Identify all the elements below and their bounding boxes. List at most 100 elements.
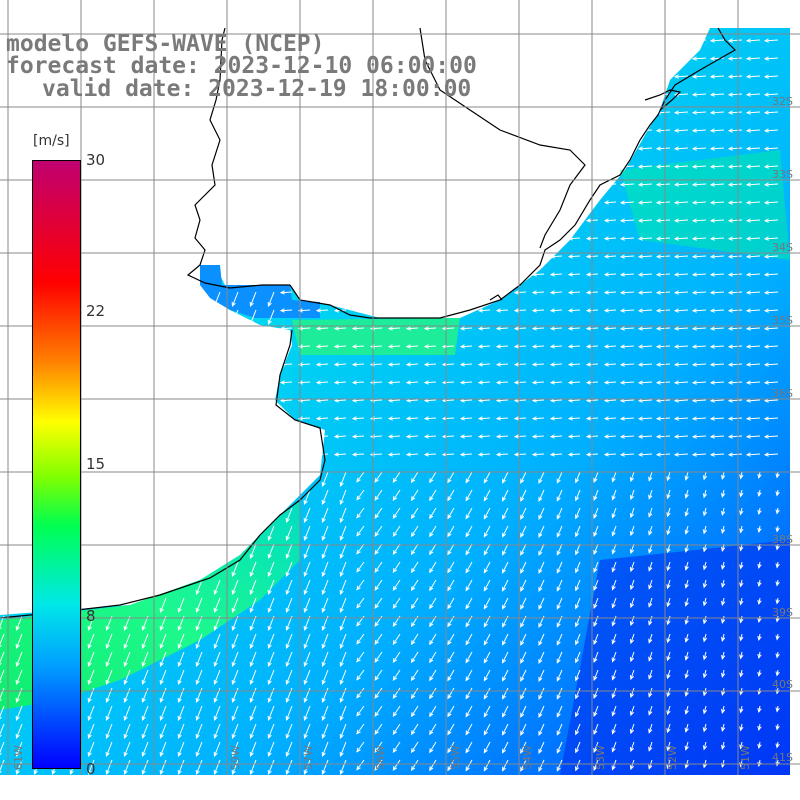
wind-arrow [745,326,761,331]
wind-arrow [465,489,473,502]
wind-arrow [502,579,509,592]
wind-arrow [637,128,653,133]
wind-arrow [392,543,401,555]
wind-arrow [763,272,779,277]
wind-arrow [709,308,725,313]
wind-arrow [285,561,293,578]
wind-arrow [321,471,329,488]
wind-arrow [556,687,563,700]
wind-arrow [721,507,726,516]
wind-arrow [727,434,743,439]
wind-arrow [757,489,762,498]
wind-arrow [549,254,563,259]
wind-arrow [429,687,437,700]
wind-arrow [392,669,401,681]
wind-arrow [285,705,293,722]
wind-arrow [159,705,167,722]
wind-arrow [655,362,671,367]
wind-arrow [0,669,5,684]
wind-arrow [666,507,671,518]
wind-arrow [721,633,726,642]
wind-arrow [303,579,311,596]
wind-arrow [763,164,779,169]
wind-arrow [231,579,239,596]
wind-arrow [702,651,708,661]
wind-arrow [709,236,725,241]
wind-arrow [15,741,23,758]
wind-arrow [655,146,671,151]
wind-arrow [763,416,779,421]
wind-arrow [611,759,617,771]
wind-arrow [429,759,437,772]
wind-arrow [483,597,491,610]
southeast-low-wind [560,540,790,775]
wind-arrow [159,669,167,686]
wind-arrow [141,741,149,758]
wind-arrow [465,507,473,520]
wind-arrow [585,218,599,223]
wind-arrow [709,92,725,97]
wind-arrow [387,434,401,439]
wind-arrow [775,507,780,515]
wind-arrow [538,471,545,484]
wind-arrow [739,741,744,750]
wind-arrow [757,561,762,570]
wind-arrow [603,308,617,313]
wind-arrow [321,543,329,560]
wind-arrow [655,128,671,133]
wind-arrow [603,362,617,367]
wind-arrow [709,74,725,79]
wind-arrow [619,344,635,349]
wind-arrow [757,669,762,678]
wind-arrow [739,561,744,570]
wind-arrow [763,308,779,313]
wind-arrow [691,434,707,439]
wind-arrow [575,759,581,772]
wind-arrow [655,254,671,259]
wind-arrow [285,723,293,740]
wind-arrow [648,561,653,572]
wind-arrow [575,579,581,592]
wind-arrow [531,416,545,421]
wind-arrow [315,362,329,367]
wind-arrow [249,543,257,560]
wind-arrow [745,38,761,43]
wind-arrow [567,344,581,349]
wind-arrow [321,561,329,578]
wind-arrow [477,380,491,385]
wind-arrow [213,633,221,650]
wind-arrow [502,597,509,610]
wind-arrow [177,723,185,740]
wind-arrow [0,759,5,774]
wind-arrow [123,723,131,740]
wind-arrow [727,308,743,313]
wind-arrow [374,471,383,483]
wind-arrow [429,705,437,718]
wind-arrow [629,759,635,771]
lat-label: 32S [772,95,793,108]
title-valid-date: valid date: 2023-12-19 18:00:00 [42,76,472,102]
wind-arrow [333,326,347,331]
wind-arrow [619,416,635,421]
wind-arrow [603,434,617,439]
wind-arrow [15,669,23,686]
wind-arrow [441,326,455,331]
wind-arrow [709,398,725,403]
wind-arrow [745,74,761,79]
wind-arrow [619,272,635,277]
wind-arrow [339,561,347,578]
wind-arrow [267,633,275,650]
wind-arrow [684,579,689,589]
lat-label: 40S [772,678,793,691]
wind-arrow [195,651,203,668]
wind-arrow [775,741,780,749]
wind-arrow [556,489,563,502]
wind-arrow [285,633,293,650]
wind-arrow [356,597,365,609]
wind-arrow [727,344,743,349]
lat-label: 39S [772,606,793,619]
wind-arrow [611,525,617,537]
wind-arrow [585,290,599,295]
wind-arrow [405,380,419,385]
